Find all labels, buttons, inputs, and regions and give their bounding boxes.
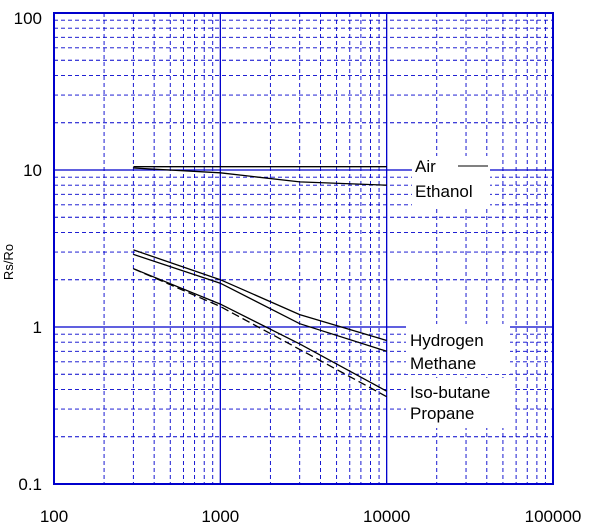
series-label-propane: Propane xyxy=(410,404,474,423)
label-box xyxy=(406,324,510,374)
label-box xyxy=(406,378,514,428)
series-line-ethanol xyxy=(133,167,387,186)
plot-frame xyxy=(53,12,554,485)
series-line-hydrogen xyxy=(133,249,387,342)
y-tick-label-100: 100 xyxy=(14,9,42,28)
y-tick-label-1: 1 xyxy=(33,318,42,337)
y-axis-label: Rs/Ro xyxy=(1,244,16,280)
series-label-hydrogen: Hydrogen xyxy=(410,331,484,350)
series-label-methane: Methane xyxy=(410,354,476,373)
x-tick-label-1000: 1000 xyxy=(201,507,239,526)
y-tick-label-10: 10 xyxy=(23,161,42,180)
series-label-iso-butane: Iso-butane xyxy=(410,383,490,402)
series-line-iso-butane xyxy=(133,268,388,392)
x-tick-label-100000: 100000 xyxy=(525,507,582,526)
series-label-ethanol: Ethanol xyxy=(415,182,473,201)
series-line-propane xyxy=(133,268,388,398)
y-tick-label-0.1: 0.1 xyxy=(18,475,42,494)
series-line-methane xyxy=(133,253,387,352)
x-tick-label-100: 100 xyxy=(40,507,68,526)
labels-background xyxy=(406,156,514,428)
series-layer xyxy=(133,166,388,398)
x-tick-label-10000: 10000 xyxy=(363,507,410,526)
series-label-air: Air xyxy=(415,157,436,176)
label-box xyxy=(412,156,490,208)
